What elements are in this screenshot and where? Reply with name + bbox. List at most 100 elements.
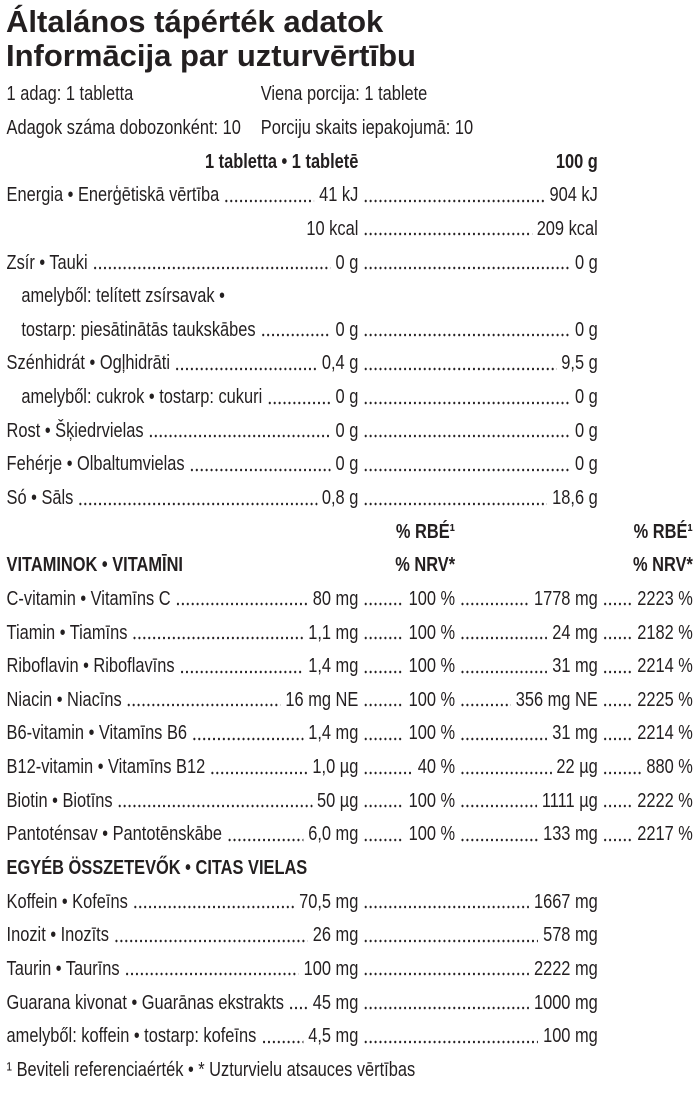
- segment: 880 %: [598, 751, 693, 785]
- value: 0 g: [335, 318, 359, 341]
- row-label: Biotin • Biotīns: [6, 789, 113, 812]
- row: EGYÉB ÖSSZETEVŐK • CITAS VIELAS: [0, 852, 700, 886]
- dot-leader: [460, 837, 539, 842]
- dot-leader: [363, 669, 404, 674]
- value: 100 mg: [543, 1025, 598, 1048]
- serving-text: Adagok száma dobozonként: 10: [6, 116, 241, 139]
- dot-leader: [267, 400, 331, 405]
- segment: 904 kJ: [358, 179, 598, 213]
- segment: 2225 %: [598, 684, 693, 718]
- dot-leader: [363, 770, 413, 775]
- dot-leader: [175, 602, 308, 607]
- segment: Energia • Enerģētiskā vērtība 41 kJ: [7, 179, 359, 213]
- row-label: B6-vitamin • Vitamīns B6: [6, 722, 188, 745]
- segment: 100 %: [358, 616, 455, 650]
- value: 80 mg: [312, 587, 359, 610]
- dot-leader: [132, 636, 304, 641]
- row: Niacin • Niacīns 16 mg NE 100 % 356 mg NE 22…: [0, 684, 700, 718]
- dot-leader: [363, 467, 571, 472]
- row-label: Taurin • Taurīns: [6, 957, 120, 980]
- value: 0,4 g: [321, 352, 359, 375]
- row-label: Niacin • Niacīns: [6, 688, 122, 711]
- value: 0,8 g: [321, 487, 359, 509]
- row: C-vitamin • Vitamīns C 80 mg 100 % 1778 mg 2…: [0, 583, 700, 617]
- dot-leader: [126, 703, 281, 708]
- value: 9,5 g: [561, 352, 598, 375]
- segment: B12-vitamin • Vitamīns B12 1,0 µg: [7, 751, 359, 785]
- segment: Adagok száma dobozonként: 10: [7, 112, 246, 146]
- row: Rost • Šķiedrvielas 0 g 0 g: [0, 414, 700, 448]
- dot-leader: [363, 703, 404, 708]
- title: Általános tápérték adatok: [6, 4, 384, 39]
- dot-leader: [602, 703, 633, 708]
- segment: 100 %: [358, 650, 455, 684]
- dot-leader: [460, 703, 511, 708]
- value: 1,0 µg: [312, 756, 359, 779]
- nrv-header: % NRV*: [395, 554, 456, 577]
- segment: 1667 mg: [358, 885, 598, 919]
- dot-leader: [78, 501, 317, 506]
- value: 2222 mg: [533, 957, 598, 980]
- row: 1 adag: 1 tabletta Viena porcija: 1 table…: [0, 78, 700, 112]
- dot-leader: [363, 501, 548, 506]
- segment: 100 %: [358, 717, 455, 751]
- row-label: amelyből: telített zsírsavak •: [21, 285, 225, 308]
- value: 0 g: [574, 419, 598, 442]
- dot-leader: [363, 636, 404, 641]
- row: Inozit • Inozīts 26 mg 578 mg: [0, 919, 700, 953]
- dot-leader: [460, 669, 548, 674]
- segment: 0 g: [358, 448, 598, 482]
- segment: 31 mg: [455, 650, 598, 684]
- row-label: amelyből: cukrok • tostarp: cukuri: [21, 386, 263, 409]
- dot-leader: [460, 736, 548, 741]
- row: amelyből: koffein • tostarp: kofeīns 4,5 …: [0, 1020, 700, 1054]
- row: Energia • Enerģētiskā vērtība 41 kJ 904 kJ: [0, 179, 700, 213]
- nrv-value: 2225 %: [637, 688, 693, 711]
- dot-leader: [260, 333, 331, 338]
- segment: 100 %: [358, 818, 455, 852]
- value: 0 g: [574, 318, 598, 341]
- segment: 31 mg: [455, 717, 598, 751]
- dot-leader: [363, 333, 571, 338]
- nrv-value: 100 %: [408, 587, 456, 610]
- segment: Niacin • Niacīns 16 mg NE: [7, 684, 359, 718]
- value: 10 kcal: [306, 217, 359, 240]
- row: Adagok száma dobozonként: 10 Porciju skai…: [0, 112, 700, 146]
- value: 100 mg: [303, 957, 359, 980]
- row: amelyből: cukrok • tostarp: cukuri 0 g 0 g: [0, 381, 700, 415]
- serving-text: Viena porcija: 1 tablete: [260, 83, 428, 106]
- value: 1111 µg: [541, 789, 598, 812]
- row-label: amelyből: koffein • tostarp: kofeīns: [6, 1025, 257, 1048]
- segment: 100 %: [358, 583, 455, 617]
- segment: 0 g: [358, 313, 598, 347]
- segment: Guarana kivonat • Guarānas ekstrakts 45 m…: [7, 986, 359, 1020]
- dot-leader: [363, 972, 530, 977]
- value: 1,4 mg: [308, 655, 359, 678]
- segment: ¹ Beviteli referenciaérték • * Uzturviel…: [7, 1054, 693, 1088]
- value: 209 kcal: [536, 217, 598, 240]
- dot-leader: [363, 434, 571, 439]
- row-label: Pantoténsav • Pantotēnskābe: [6, 823, 223, 846]
- row-label: B12-vitamin • Vitamīns B12: [6, 756, 206, 779]
- row: 1 tabletta • 1 tabletē 100 g: [0, 145, 700, 179]
- row-label: Fehérje • Olbaltumvielas: [6, 453, 185, 476]
- nrv-header: % RBÉ¹: [633, 520, 693, 543]
- dot-leader: [179, 669, 304, 674]
- segment: Fehérje • Olbaltumvielas 0 g: [7, 448, 359, 482]
- segment: 2223 %: [598, 583, 693, 617]
- segment: 0 g: [358, 414, 598, 448]
- dot-leader: [132, 905, 295, 910]
- dot-leader: [92, 266, 331, 271]
- value: 50 µg: [316, 789, 359, 812]
- segment: 1000 mg: [358, 986, 598, 1020]
- row: Pantoténsav • Pantotēnskābe 6,0 mg 100 % 13…: [0, 818, 700, 852]
- segment: 0 g: [358, 381, 598, 415]
- nrv-header: % RBÉ¹: [395, 520, 456, 543]
- row-label: tostarp: piesātinātās taukskābes: [21, 318, 256, 341]
- dot-leader: [602, 837, 633, 842]
- nrv-value: 100 %: [408, 722, 456, 745]
- segment: B6-vitamin • Vitamīns B6 1,4 mg: [7, 717, 359, 751]
- segment: 209 kcal: [358, 213, 598, 247]
- footnote: ¹ Beviteli referenciaérték • * Uzturviel…: [6, 1058, 416, 1081]
- row: Tiamin • Tiamīns 1,1 mg 100 % 24 mg 2182 %: [0, 616, 700, 650]
